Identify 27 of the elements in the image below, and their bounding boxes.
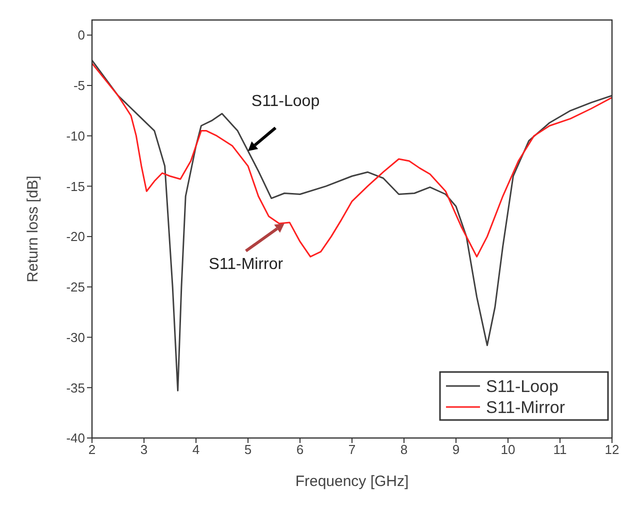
x-tick-label: 8 — [400, 442, 408, 458]
x-tick-label: 5 — [244, 442, 252, 458]
x-tick-label: 6 — [296, 442, 304, 458]
annotation: S11-Mirror — [208, 256, 284, 273]
y-tick-label: -25 — [66, 280, 85, 295]
y-tick-label: 0 — [78, 28, 85, 43]
x-tick-label: 10 — [500, 442, 516, 458]
y-tick-label: -15 — [66, 178, 85, 194]
x-tick-label: 4 — [192, 442, 200, 458]
annotation: S11-Loop — [251, 92, 320, 110]
legend-label: S11-Mirror — [486, 398, 566, 417]
line-series — [92, 62, 612, 258]
y-tick-label: -40 — [66, 430, 85, 446]
y-tick-label: -35 — [66, 380, 85, 396]
x-tick-label: 12 — [604, 442, 620, 458]
x-tick-label: 7 — [348, 442, 356, 458]
x-axis-title: Frequency [GHz] — [295, 473, 409, 490]
y-tick-label: -5 — [73, 78, 85, 94]
y-tick-label: -10 — [66, 128, 85, 144]
x-tick-label: 11 — [553, 442, 567, 458]
y-axis-title: Return loss [dB] — [24, 176, 42, 282]
x-tick-label: 9 — [452, 442, 460, 458]
y-tick-label: -30 — [66, 330, 85, 345]
y-tick-label: -20 — [66, 229, 85, 244]
x-tick-label: 3 — [140, 442, 148, 458]
legend-label: S11-Loop — [486, 377, 558, 396]
x-tick-label: 2 — [88, 442, 96, 458]
